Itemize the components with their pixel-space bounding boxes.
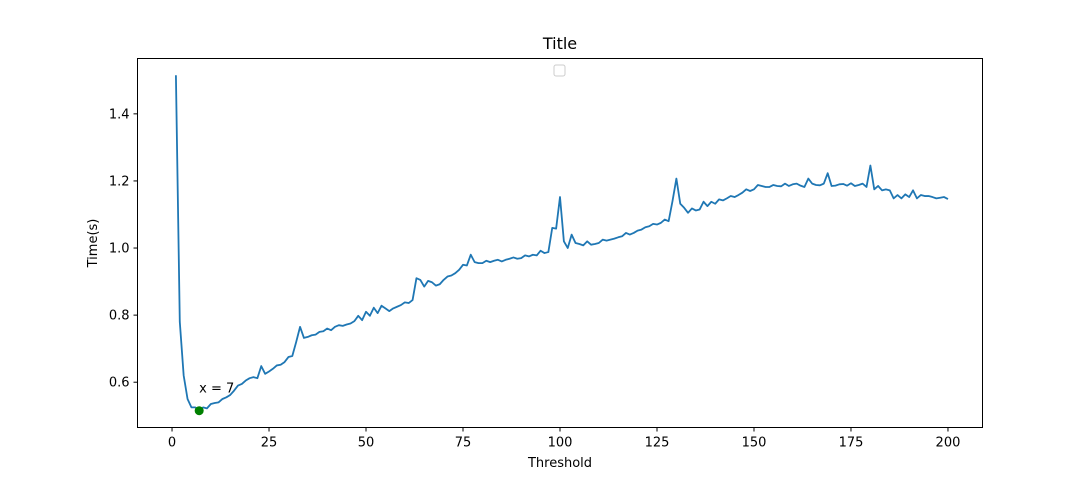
x-tick-label: 150 <box>742 436 767 451</box>
plot-frame <box>137 58 983 428</box>
y-tick-label: 1.2 <box>109 174 130 189</box>
x-tick-label: 75 <box>455 436 472 451</box>
x-tick-label: 50 <box>358 436 375 451</box>
legend-box <box>553 64 566 77</box>
y-tick-label: 0.6 <box>109 376 130 391</box>
y-axis-label: Time(s) <box>86 219 101 269</box>
x-tick-label: 125 <box>645 436 670 451</box>
min-marker <box>194 406 204 416</box>
y-tick-label: 1.0 <box>109 242 130 257</box>
series-line <box>175 75 949 412</box>
x-tick-label: 175 <box>839 436 864 451</box>
chart-title: Title <box>542 34 577 53</box>
x-tick-label: 200 <box>936 436 961 451</box>
y-tick-label: 0.8 <box>109 309 130 324</box>
x-tick-label: 0 <box>168 436 176 451</box>
x-tick-label: 25 <box>261 436 278 451</box>
axis-ticks: 0 25 50 75 100 125 150 175 200 0.6 0.8 1.0 1.2 1.4 <box>109 107 961 450</box>
x-tick-label: 100 <box>548 436 573 451</box>
y-tick-label: 1.4 <box>109 107 130 122</box>
x-axis-label: Threshold <box>527 456 592 471</box>
min-annotation: x = 7 <box>199 382 234 397</box>
